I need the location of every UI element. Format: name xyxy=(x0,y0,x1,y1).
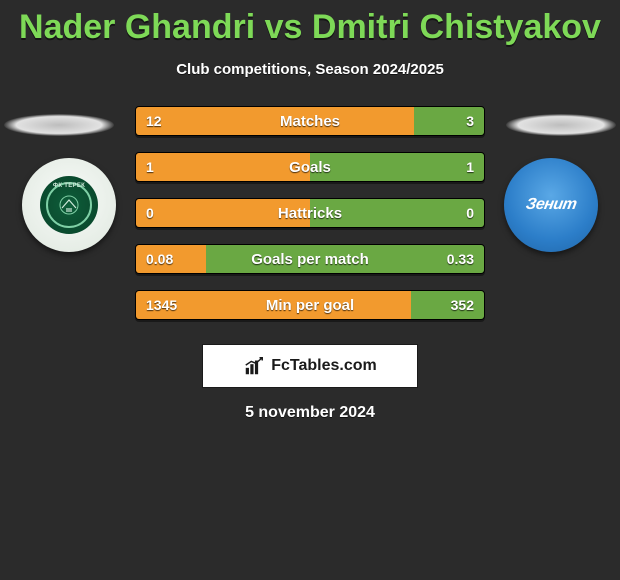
zenit-crest-text: Зенит xyxy=(524,196,578,214)
stat-row: Matches123 xyxy=(135,106,485,136)
brand-box: FcTables.com xyxy=(202,344,418,388)
akhmat-crest-text: ФК ТЕРЕК xyxy=(53,183,85,189)
stat-seg-right xyxy=(310,153,484,181)
stat-row: Hattricks00 xyxy=(135,198,485,228)
stat-row: Goals11 xyxy=(135,152,485,182)
stat-seg-left xyxy=(136,291,411,319)
team-badge-left: ФК ТЕРЕК xyxy=(22,158,116,252)
stat-seg-left xyxy=(136,107,414,135)
stat-row: Min per goal1345352 xyxy=(135,290,485,320)
stat-seg-right xyxy=(411,291,484,319)
subtitle: Club competitions, Season 2024/2025 xyxy=(0,61,620,78)
stat-seg-right xyxy=(310,199,484,227)
stat-seg-right xyxy=(414,107,484,135)
akhmat-crest-inner-icon xyxy=(54,190,84,220)
badge-shadow-left xyxy=(4,114,114,136)
stat-seg-left xyxy=(136,245,206,273)
date-text: 5 november 2024 xyxy=(0,404,620,422)
stat-seg-left xyxy=(136,199,310,227)
badge-shadow-right xyxy=(506,114,616,136)
stat-rows: Matches123 Goals11 Hattricks00 Goals per ma… xyxy=(135,106,485,336)
akhmat-crest-icon: ФК ТЕРЕК xyxy=(40,176,98,234)
stat-row: Goals per match0.080.33 xyxy=(135,244,485,274)
bar-chart-icon xyxy=(243,355,265,377)
team-badge-right: Зенит xyxy=(504,158,598,252)
page-title: Nader Ghandri vs Dmitri Chistyakov xyxy=(0,0,620,47)
brand-text: FcTables.com xyxy=(271,357,377,375)
comparison-stage: ФК ТЕРЕК Зенит Matches123 Goals11 Hattrick… xyxy=(0,106,620,336)
stat-seg-right xyxy=(206,245,484,273)
stat-seg-left xyxy=(136,153,310,181)
